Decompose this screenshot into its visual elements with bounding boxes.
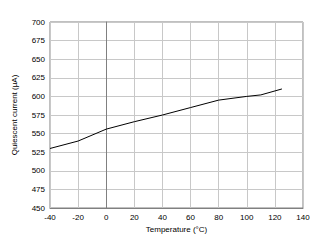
svg-text:575: 575	[32, 111, 46, 120]
svg-text:500: 500	[32, 166, 46, 175]
svg-text:550: 550	[32, 129, 46, 138]
svg-text:Temperature (°C): Temperature (°C)	[146, 225, 208, 234]
svg-text:140: 140	[296, 213, 310, 222]
svg-text:80: 80	[214, 213, 223, 222]
svg-text:450: 450	[32, 204, 46, 213]
svg-text:600: 600	[32, 92, 46, 101]
svg-text:-40: -40	[44, 213, 56, 222]
svg-text:20: 20	[130, 213, 139, 222]
svg-text:100: 100	[240, 213, 254, 222]
svg-text:525: 525	[32, 148, 46, 157]
svg-text:60: 60	[186, 213, 195, 222]
svg-text:0: 0	[104, 213, 109, 222]
svg-text:40: 40	[158, 213, 167, 222]
svg-text:Quiescent current (µA): Quiescent current (µA)	[10, 74, 19, 155]
svg-text:675: 675	[32, 36, 46, 45]
svg-text:625: 625	[32, 73, 46, 82]
svg-text:650: 650	[32, 55, 46, 64]
svg-text:-20: -20	[72, 213, 84, 222]
svg-text:700: 700	[32, 18, 46, 27]
svg-text:475: 475	[32, 185, 46, 194]
svg-text:120: 120	[268, 213, 282, 222]
